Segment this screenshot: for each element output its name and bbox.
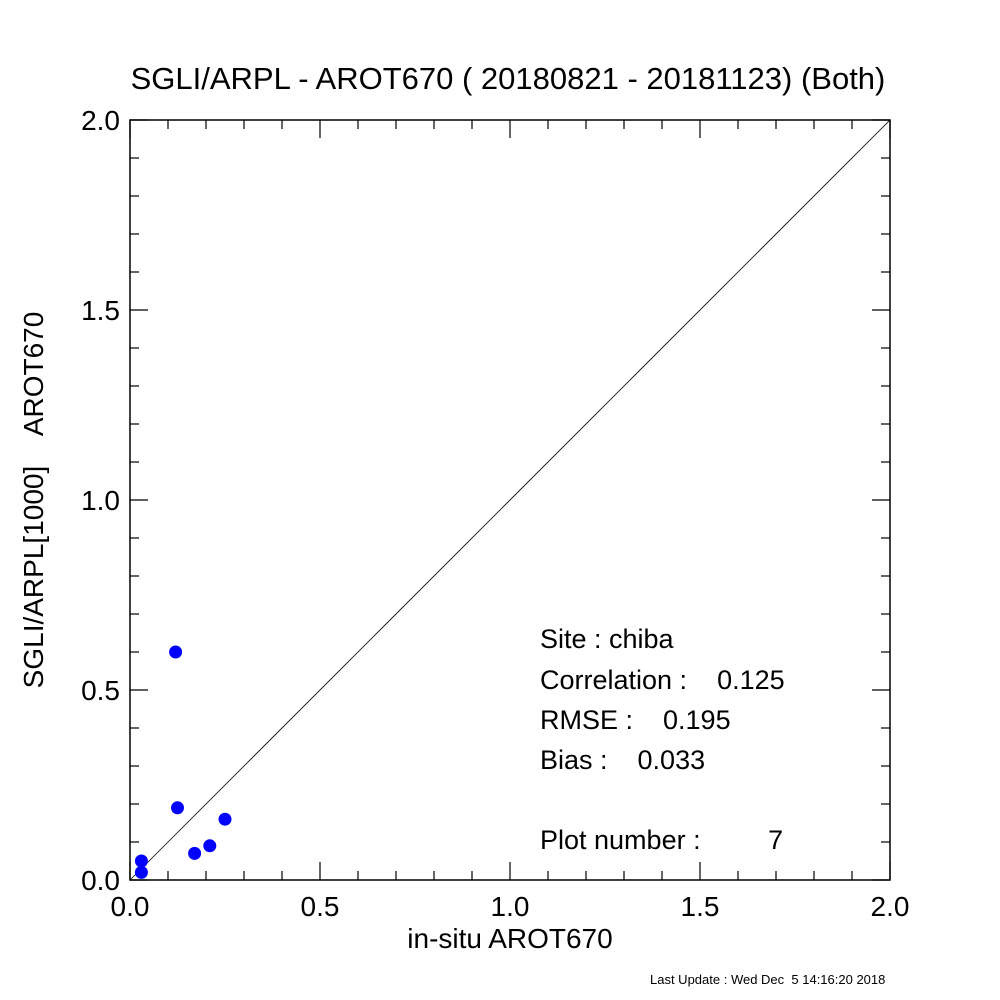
x-axis-label: in-situ AROT670 [407, 923, 612, 954]
data-point [188, 846, 202, 860]
data-point [203, 839, 217, 853]
y-tick-label: 0.0 [81, 865, 120, 896]
y-tick-label: 2.0 [81, 105, 120, 136]
x-tick-label: 0.0 [111, 891, 150, 922]
y-tick-label: 1.5 [81, 295, 120, 326]
x-tick-label: 2.0 [871, 891, 910, 922]
site-label: Site : chiba [540, 624, 675, 654]
x-tick-label: 0.5 [301, 891, 340, 922]
stats-box: Site : chiba Correlation : 0.125 RMSE : … [540, 624, 785, 855]
axis-ticks [129, 119, 891, 881]
data-point [218, 812, 232, 826]
last-update-footer: Last Update : Wed Dec 5 14:16:20 2018 [650, 972, 885, 987]
y-axis-label: SGLI/ARPL[1000] AROT670 [18, 312, 49, 689]
correlation-label: Correlation : 0.125 [540, 665, 785, 695]
data-point [134, 865, 148, 879]
data-point [171, 801, 184, 815]
plot-number-label: Plot number : 7 [540, 825, 783, 855]
rmse-label: RMSE : 0.195 [540, 705, 731, 735]
y-tick-label: 0.5 [81, 675, 120, 706]
data-point [169, 645, 183, 659]
x-tick-labels: 0.0 0.5 1.0 1.5 2.0 [111, 891, 910, 922]
y-tick-labels: 0.0 0.5 1.0 1.5 2.0 [81, 105, 120, 896]
bias-label: Bias : 0.033 [540, 745, 705, 775]
data-points [134, 645, 232, 879]
one-to-one-line [129, 119, 891, 881]
x-tick-label: 1.0 [491, 891, 530, 922]
data-point [134, 854, 148, 868]
y-tick-label: 1.0 [81, 485, 120, 516]
x-tick-label: 1.5 [681, 891, 720, 922]
chart-title: SGLI/ARPL - AROT670 ( 20180821 - 2018112… [131, 61, 886, 96]
